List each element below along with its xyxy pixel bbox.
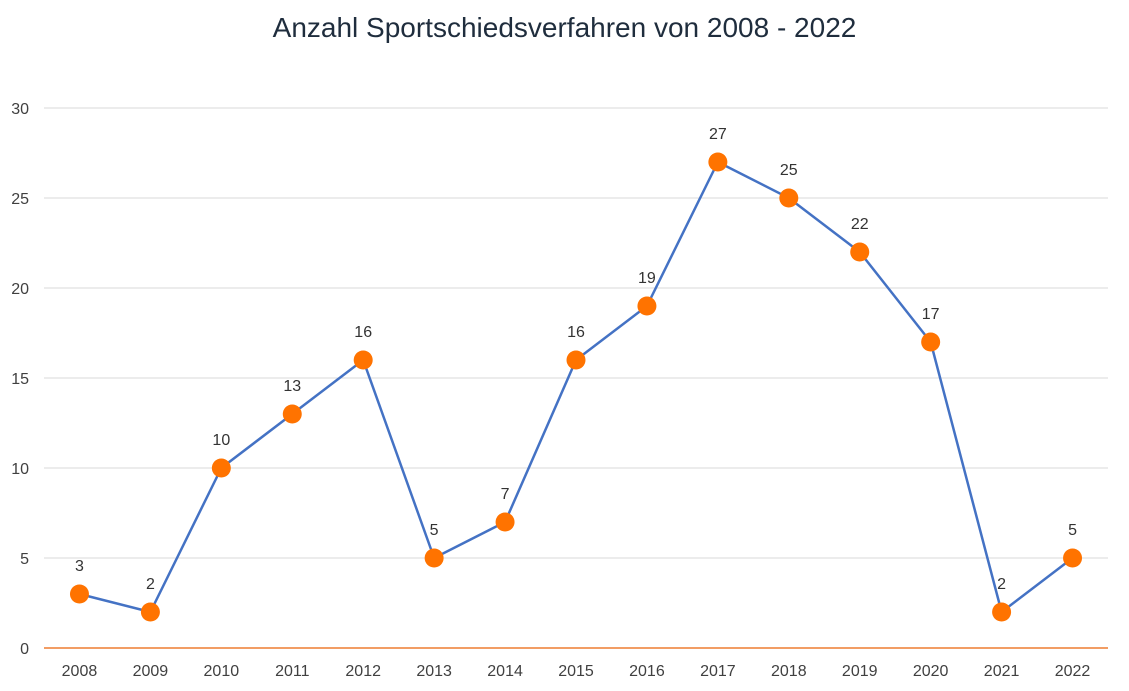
- x-tick-label: 2022: [1055, 663, 1091, 680]
- data-point-label: 10: [212, 432, 230, 449]
- data-point-label: 22: [851, 216, 869, 233]
- x-tick-label: 2014: [487, 663, 523, 680]
- data-point-label: 16: [567, 324, 585, 341]
- data-point-label: 5: [1068, 522, 1077, 539]
- data-point-label: 19: [638, 270, 656, 287]
- x-tick-label: 2013: [416, 663, 452, 680]
- data-point-marker: [637, 296, 657, 316]
- data-point-label: 16: [354, 324, 372, 341]
- x-tick-label: 2021: [984, 663, 1020, 680]
- data-point-marker: [921, 332, 941, 352]
- x-tick-label: 2015: [558, 663, 594, 680]
- data-point-label: 25: [780, 162, 798, 179]
- data-point-label: 27: [709, 126, 727, 143]
- x-axis-ticks: 2008 2009 2010 2011 2012 2013 2014 2015 2016 2017…: [62, 663, 1091, 680]
- data-point-marker: [566, 350, 586, 370]
- y-tick-label: 0: [20, 641, 29, 658]
- data-point-marker: [282, 404, 302, 424]
- y-tick-label: 20: [11, 281, 29, 298]
- data-point-marker: [424, 548, 444, 568]
- x-tick-label: 2020: [913, 663, 949, 680]
- series-markers: [69, 152, 1083, 622]
- series-polyline: [79, 160, 1074, 614]
- y-tick-label: 15: [11, 371, 29, 388]
- data-point-label: 7: [501, 486, 510, 503]
- y-axis-ticks: 0 5 10 15 20 25 30: [11, 101, 29, 658]
- data-point-marker: [140, 602, 160, 622]
- data-point-marker: [708, 152, 728, 172]
- x-tick-label: 2009: [133, 663, 169, 680]
- data-point-label: 2: [146, 576, 155, 593]
- series-line: [79, 160, 1074, 614]
- data-point-marker: [495, 512, 515, 532]
- y-tick-label: 10: [11, 461, 29, 478]
- data-point-label: 17: [922, 306, 940, 323]
- data-point-label: 2: [997, 576, 1006, 593]
- data-point-marker: [779, 188, 799, 208]
- data-point-label: 3: [75, 558, 84, 575]
- data-point-marker: [353, 350, 373, 370]
- data-point-marker: [850, 242, 870, 262]
- data-point-marker: [992, 602, 1012, 622]
- x-tick-label: 2010: [204, 663, 240, 680]
- data-point-label: 5: [430, 522, 439, 539]
- x-tick-label: 2016: [629, 663, 665, 680]
- y-tick-label: 30: [11, 101, 29, 118]
- data-point-marker: [69, 584, 89, 604]
- x-tick-label: 2018: [771, 663, 807, 680]
- data-point-marker: [1063, 548, 1083, 568]
- data-point-marker: [211, 458, 231, 478]
- x-tick-label: 2008: [62, 663, 98, 680]
- x-tick-label: 2019: [842, 663, 878, 680]
- chart-title: Anzahl Sportschiedsverfahren von 2008 - …: [272, 12, 857, 43]
- data-point-label: 13: [283, 378, 301, 395]
- x-tick-label: 2017: [700, 663, 736, 680]
- y-tick-label: 25: [11, 191, 29, 208]
- x-tick-label: 2011: [275, 663, 310, 680]
- y-tick-label: 5: [20, 551, 29, 568]
- x-tick-label: 2012: [345, 663, 381, 680]
